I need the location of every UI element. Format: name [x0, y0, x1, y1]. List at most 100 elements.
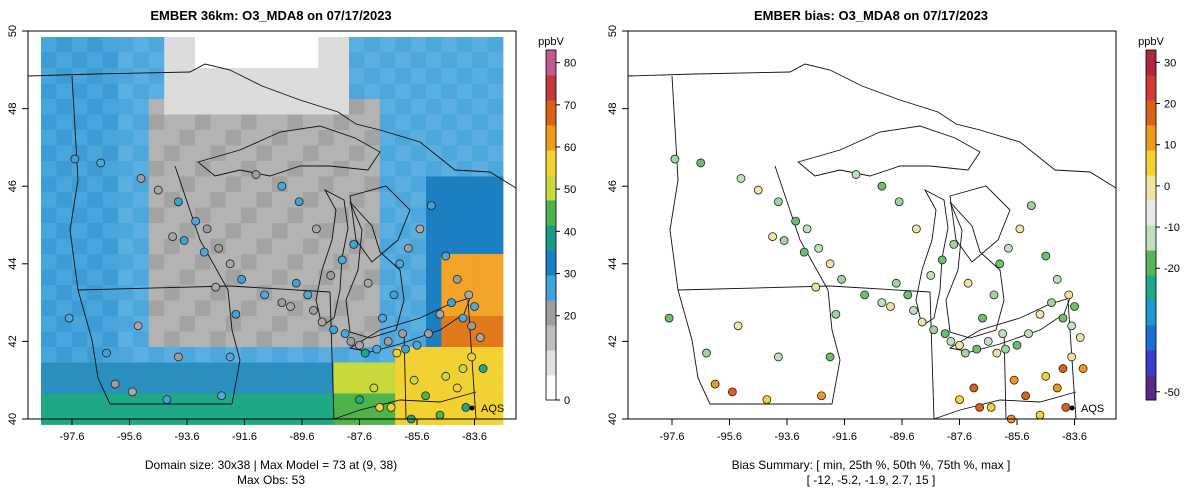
model-grid-cell — [41, 409, 57, 425]
model-grid-cell — [225, 223, 242, 239]
model-grid-cell — [379, 114, 396, 131]
model-grid-cell — [333, 285, 350, 301]
model-grid-cell — [287, 114, 304, 131]
model-grid-cell — [195, 145, 211, 162]
model-grid-cell — [287, 238, 304, 255]
station-marker — [173, 352, 183, 362]
model-grid-cell — [87, 347, 103, 363]
model-grid-cell — [225, 192, 242, 208]
station-marker — [929, 325, 939, 335]
colorbar-tick-label: 0 — [564, 395, 570, 407]
y-tick-label: 50 — [7, 25, 19, 37]
model-grid-cell — [133, 114, 150, 131]
model-grid-cell — [148, 254, 165, 270]
station-marker — [277, 298, 287, 308]
model-grid-cell — [118, 99, 134, 115]
model-grid-cell — [164, 254, 180, 270]
left-plot-frame — [27, 30, 517, 420]
model-grid-cell — [456, 207, 473, 224]
left-y-axis: 40 42 44 46 48 50 — [7, 25, 28, 425]
model-grid-cell — [333, 176, 350, 193]
model-grid-cell — [256, 130, 273, 146]
model-grid-cell — [256, 362, 273, 379]
model-grid-cell — [333, 99, 350, 115]
station-marker — [837, 274, 847, 284]
model-grid-cell — [272, 409, 288, 425]
model-grid-cell — [225, 68, 242, 84]
model-grid-cell — [441, 207, 458, 224]
station-marker — [168, 232, 178, 242]
model-grid-cell — [87, 316, 103, 332]
model-grid-cell — [41, 300, 57, 317]
station-marker — [441, 371, 451, 381]
model-grid-cell — [241, 316, 257, 332]
model-grid-cell — [71, 316, 88, 332]
model-grid-cell — [241, 409, 257, 425]
model-grid-cell — [364, 83, 381, 100]
station-marker — [435, 309, 445, 319]
model-grid-cell — [287, 145, 304, 162]
model-grid-cell — [472, 130, 488, 146]
model-grid-cell — [302, 393, 319, 410]
model-grid-cell — [56, 254, 73, 270]
model-grid-cell — [210, 409, 227, 425]
model-grid-cell — [364, 37, 381, 53]
model-grid-cell — [148, 238, 165, 255]
station-marker — [340, 329, 350, 339]
model-grid-cell — [487, 145, 504, 162]
model-grid-cell — [71, 378, 88, 394]
boundary-line — [329, 291, 335, 420]
y-tick-label: 44 — [7, 258, 19, 270]
model-grid-cell — [456, 238, 473, 255]
station-marker — [372, 344, 382, 354]
model-grid-cell — [102, 393, 119, 410]
model-grid-cell — [487, 378, 504, 394]
model-grid-cell — [241, 83, 257, 100]
station-marker — [955, 395, 964, 405]
model-grid-cell — [395, 393, 411, 410]
model-grid-cell — [87, 176, 103, 193]
model-grid-cell — [364, 285, 381, 301]
model-grid-cell — [71, 176, 88, 193]
model-grid-cell — [456, 145, 473, 162]
model-grid-cell — [333, 347, 350, 363]
model-grid-cell — [379, 238, 396, 255]
model-grid-cell — [349, 52, 365, 69]
model-grid-cell — [56, 223, 73, 239]
model-grid-cell — [179, 347, 196, 363]
model-grid-cell — [287, 254, 304, 270]
model-grid-cell — [71, 285, 88, 301]
model-grid-cell — [472, 192, 488, 208]
model-grid-cell — [164, 176, 180, 193]
station-marker — [937, 255, 947, 265]
station-marker — [424, 329, 433, 339]
model-grid-cell — [472, 207, 488, 224]
model-grid-cell — [426, 37, 442, 53]
colorbar-tick-label: 10 — [1164, 140, 1176, 152]
model-grid-cell — [472, 238, 488, 255]
model-grid-cell — [487, 285, 504, 301]
boundary-line — [669, 75, 679, 291]
model-grid-cell — [102, 269, 119, 286]
model-grid-cell — [441, 409, 458, 425]
model-grid-cell — [102, 99, 119, 115]
station-marker — [199, 247, 209, 257]
station-marker — [317, 317, 327, 327]
model-grid-cell — [118, 300, 134, 317]
model-grid-cell — [133, 269, 150, 286]
model-grid-cell — [487, 409, 504, 425]
model-grid-cell — [179, 161, 196, 177]
model-grid-cell — [71, 114, 88, 131]
model-grid-cell — [225, 409, 242, 425]
model-grid-cell — [241, 192, 257, 208]
model-grid-cell — [210, 331, 227, 348]
station-marker — [217, 391, 226, 401]
model-grid-cell — [364, 99, 381, 115]
model-grid-cell — [210, 176, 227, 193]
y-tick-label: 50 — [607, 25, 619, 37]
model-grid-cell — [256, 300, 273, 317]
station-marker — [1026, 201, 1036, 211]
model-grid-cell — [241, 285, 257, 301]
station-marker — [911, 224, 921, 234]
model-grid-cell — [102, 223, 119, 239]
